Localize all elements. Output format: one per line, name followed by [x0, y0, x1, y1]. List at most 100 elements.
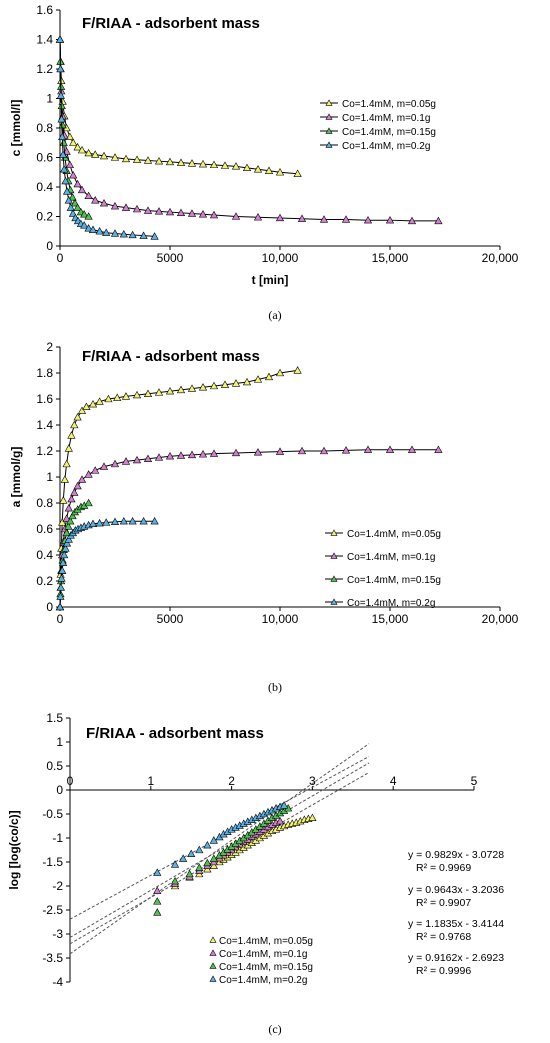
data-point	[65, 160, 75, 169]
x-tick-label: 5	[471, 774, 478, 788]
data-point	[143, 389, 153, 397]
data-point	[385, 445, 395, 453]
chart-panel-b: 0 0.2 0.4 0.6 0.8 1 1.2 1.4 1.6 1.8 2 0 5000 10,000 15…	[0, 335, 550, 650]
legend-label: Co=1.4mM, m=0.2g	[219, 975, 307, 986]
y-tick-label: 1.4	[36, 418, 53, 432]
legend-label: Co=1.4mM, m=0.05g	[347, 529, 441, 540]
data-point	[62, 459, 71, 468]
y-tick-label: 0.8	[36, 496, 53, 510]
x-axis-title: t [min]	[252, 273, 289, 287]
legend-label: Co=1.4mM, m=0.05g	[219, 936, 313, 947]
fit-r-squared: R² = 0.9996	[416, 965, 471, 977]
data-point	[95, 397, 104, 405]
data-point	[231, 212, 241, 220]
y-tick-label: 0.8	[36, 121, 53, 135]
data-point	[195, 845, 204, 854]
data-point	[264, 372, 274, 381]
data-point	[242, 377, 252, 386]
y-tick-label: 1.2	[36, 62, 53, 76]
data-point	[165, 207, 175, 216]
data-point	[82, 402, 91, 410]
data-point	[165, 386, 175, 395]
data-point	[176, 158, 186, 166]
data-point	[128, 516, 137, 525]
data-point	[209, 861, 218, 870]
data-point	[319, 446, 329, 455]
data-point	[253, 165, 263, 173]
data-point	[275, 368, 285, 377]
data-point	[60, 165, 69, 173]
y-axis-title: a [mmol/g]	[9, 447, 23, 508]
data-point	[70, 420, 79, 429]
x-tick-label: 10,000	[262, 612, 299, 626]
data-point	[104, 394, 113, 403]
y-tick-label: 0.4	[36, 180, 53, 194]
chart-title: F/RIAA - adsorbent mass	[86, 725, 264, 742]
data-point	[58, 558, 68, 566]
legend-marker	[330, 598, 338, 605]
series-line	[59, 39, 155, 237]
data-point	[187, 384, 197, 392]
legend-label: Co=1.4mM, m=0.1g	[342, 113, 430, 124]
legend-marker	[325, 113, 333, 120]
data-point	[77, 406, 87, 414]
chart-title: F/RIAA - adsorbent mass	[82, 348, 260, 365]
fit-r-squared: R² = 0.9768	[416, 931, 471, 943]
data-point	[66, 203, 75, 211]
data-point	[407, 445, 417, 453]
data-point	[170, 860, 180, 868]
y-tick-label: 0	[56, 783, 63, 797]
data-point	[187, 159, 197, 167]
data-point	[280, 801, 289, 809]
data-point	[61, 176, 70, 185]
data-point	[64, 522, 73, 530]
data-point	[242, 163, 252, 172]
legend-label: Co=1.4mM, m=0.15g	[219, 962, 313, 973]
legend-marker	[209, 962, 217, 969]
data-point	[64, 535, 73, 543]
data-point	[91, 196, 100, 204]
data-point	[231, 448, 241, 457]
data-point	[209, 160, 219, 169]
data-point	[407, 216, 417, 225]
legend-marker	[209, 936, 217, 943]
data-point	[293, 169, 302, 177]
legend-marker	[209, 949, 217, 956]
data-point	[154, 156, 164, 165]
data-point	[58, 150, 68, 158]
y-tick-label: 0.6	[36, 522, 53, 536]
data-point	[66, 516, 75, 525]
data-point	[198, 450, 208, 458]
y-tick-label: -2	[52, 879, 63, 893]
data-point	[363, 445, 373, 453]
fit-equation: y = 0.9829x - 3.0728	[408, 849, 504, 861]
x-tick-label: 20,000	[482, 612, 519, 626]
data-point	[132, 204, 142, 213]
data-point	[253, 448, 263, 456]
x-tick-label: 0	[67, 774, 74, 788]
x-tick-label: 5000	[157, 251, 184, 265]
y-axis-title: log [log(co/c)]	[7, 810, 21, 889]
data-point	[143, 454, 153, 462]
data-point	[176, 208, 186, 216]
data-point	[64, 196, 73, 204]
data-point	[84, 212, 93, 220]
data-point	[253, 375, 263, 383]
data-point	[128, 230, 137, 239]
data-point	[60, 550, 69, 559]
data-point	[56, 592, 65, 600]
chart-title: F/RIAA - adsorbent mass	[82, 15, 260, 32]
x-tick-label: 15,000	[372, 251, 409, 265]
data-point	[176, 385, 186, 394]
data-point	[154, 388, 164, 396]
y-tick-label: -4	[52, 975, 63, 989]
legend-marker	[330, 529, 338, 536]
data-point	[88, 399, 98, 408]
data-point	[67, 494, 76, 503]
x-tick-label: 15,000	[372, 612, 409, 626]
caption-a: (a)	[268, 308, 282, 322]
legend-label: Co=1.4mM, m=0.15g	[347, 575, 441, 586]
y-tick-label: -3.5	[42, 951, 63, 965]
data-point	[187, 450, 197, 459]
data-point	[77, 185, 87, 194]
